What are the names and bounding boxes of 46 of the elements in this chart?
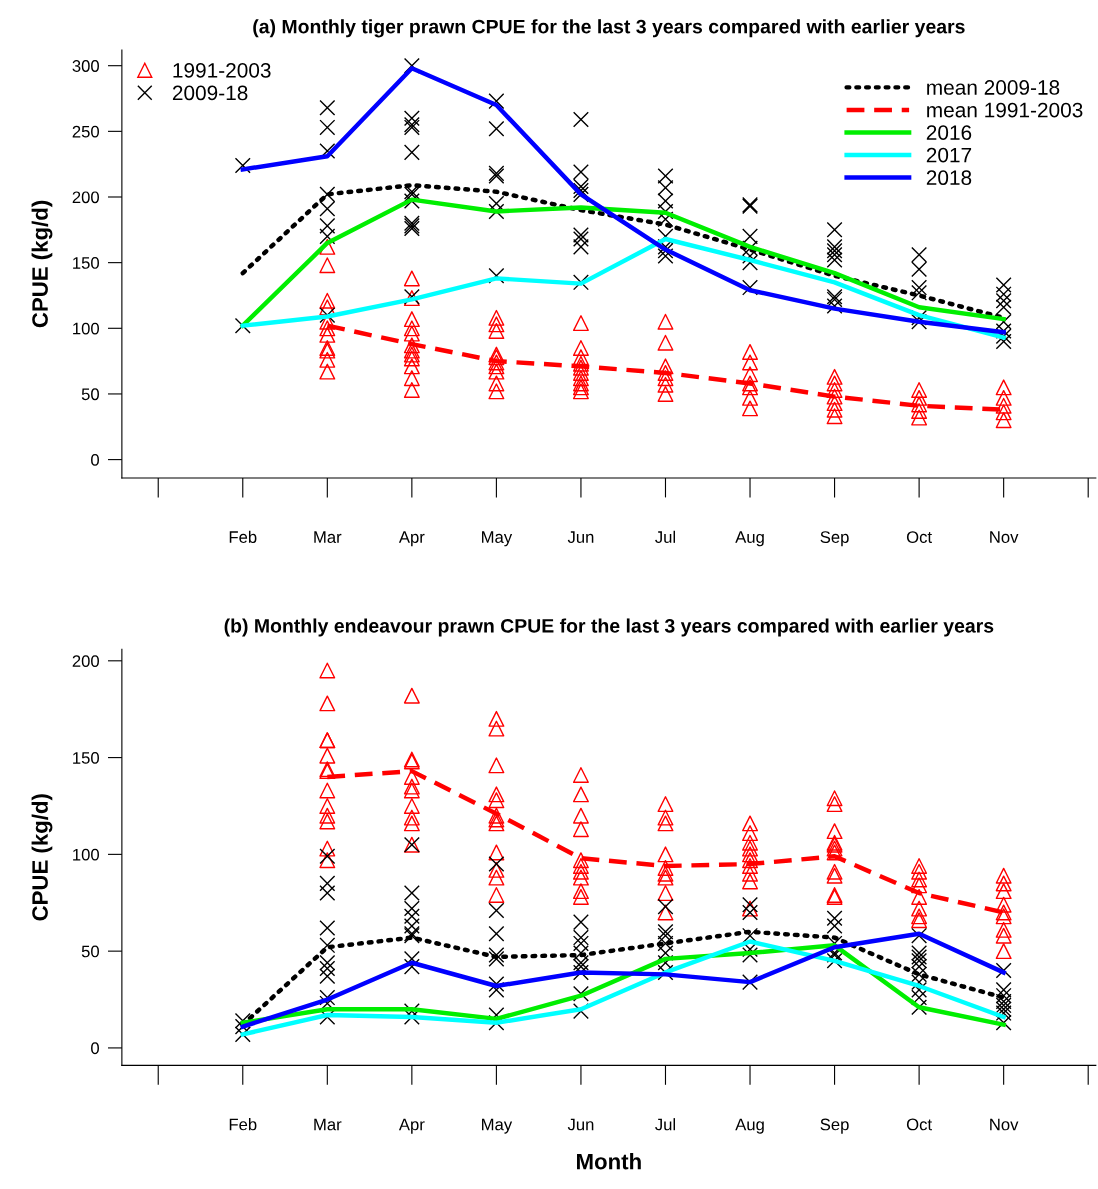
line-series — [240, 197, 1006, 328]
y-tick-label: 200 — [72, 191, 100, 204]
x-tick-label: May — [482, 531, 513, 547]
x-tick-label: Sep — [820, 531, 849, 547]
x-tick-label: Apr — [398, 1118, 425, 1134]
x-tick-label: Oct — [906, 531, 932, 543]
legend-label: 1991-2003 — [173, 62, 271, 78]
legend-label: 2016 — [926, 125, 972, 140]
x-axis-title: Month — [577, 1153, 641, 1170]
x-tick-label: Nov — [990, 1118, 1019, 1131]
x-tick-label: Aug — [735, 1118, 764, 1134]
chart-title: (b) Monthly endeavour prawn CPUE for the last 3 years compared with earlier years — [224, 618, 994, 637]
x-tick-label: Mar — [314, 531, 342, 543]
x-tick-label: Feb — [229, 1118, 257, 1131]
legend-label: mean 2009-18 — [927, 80, 1060, 95]
y-axis-title: CPUE (kg/d) — [31, 794, 53, 921]
x-tick-label: Jun — [567, 531, 594, 543]
y-axis-title: CPUE (kg/d) — [31, 200, 53, 328]
x-tick-label: Jul — [655, 1118, 676, 1131]
y-tick-label: 250 — [72, 125, 100, 138]
legend-label: 2009-18 — [172, 85, 248, 101]
y-tick-label: 150 — [73, 751, 100, 764]
y-tick-label: 200 — [72, 655, 100, 668]
y-tick-label: 0 — [91, 1042, 99, 1055]
legend-label: 2017 — [926, 147, 972, 163]
x-tick-label: Feb — [229, 530, 257, 543]
x-tick-label: Apr — [398, 531, 425, 547]
x-tick-label: Oct — [906, 1118, 932, 1131]
x-tick-label: Aug — [735, 531, 764, 547]
legend-label: mean 1991-2003 — [927, 102, 1083, 118]
x-tick-label: May — [482, 1118, 513, 1134]
y-tick-label: 300 — [72, 60, 100, 72]
y-tick-label: 0 — [91, 454, 99, 466]
x-tick-label: Sep — [820, 1118, 849, 1134]
legend-label: 2018 — [926, 170, 972, 186]
y-tick-label: 100 — [73, 848, 100, 861]
line-series — [240, 236, 1006, 340]
x-tick-label: Mar — [314, 1118, 342, 1131]
y-tick-label: 50 — [81, 388, 100, 401]
y-tick-label: 100 — [73, 322, 100, 335]
x-tick-label: Jun — [567, 1118, 594, 1131]
chart-title: (a) Monthly tiger prawn CPUE for the last 3 years compared with earlier years — [253, 19, 965, 38]
y-tick-label: 50 — [81, 945, 100, 958]
x-tick-label: Jul — [655, 530, 676, 543]
x-tick-label: Nov — [990, 531, 1019, 543]
y-tick-label: 150 — [73, 257, 100, 269]
